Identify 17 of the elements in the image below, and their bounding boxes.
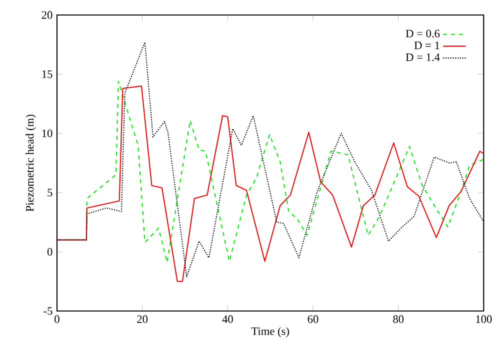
y-tick-label: 20 <box>42 11 52 19</box>
y-tick-label: 5 <box>48 188 52 196</box>
y-axis-title: Piezometric head (m) <box>26 114 36 212</box>
y-tick-label: 15 <box>42 70 52 78</box>
y-tick-label: 0 <box>47 248 52 256</box>
x-axis-title: Time (s) <box>251 327 289 338</box>
x-tick-label: 100 <box>476 315 492 323</box>
x-tick-label: 80 <box>393 315 404 323</box>
x-tick-label: 60 <box>308 315 318 323</box>
y-tick-label: 10 <box>42 130 52 138</box>
legend-label: D = 1 <box>414 42 440 50</box>
legend-label: D = 0.6 <box>406 30 440 38</box>
y-tick-label: -5 <box>44 307 52 315</box>
legend-label: D = 1.4 <box>406 53 440 62</box>
x-tick-label: 40 <box>222 315 233 323</box>
x-tick-label: 0 <box>54 315 60 323</box>
x-tick-label: 20 <box>137 315 148 323</box>
